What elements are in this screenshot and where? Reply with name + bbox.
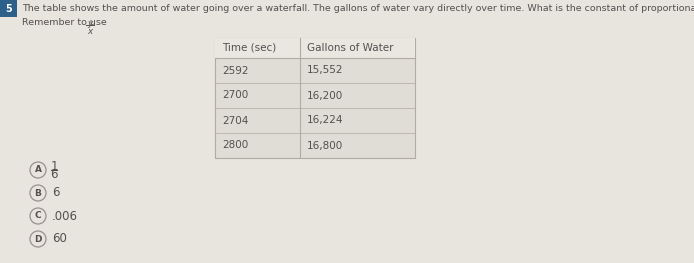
Text: 2592: 2592	[222, 65, 248, 75]
FancyBboxPatch shape	[215, 38, 415, 58]
Text: 2800: 2800	[222, 140, 248, 150]
Text: D: D	[34, 235, 42, 244]
Text: 16,224: 16,224	[307, 115, 344, 125]
Text: A: A	[35, 165, 42, 174]
Text: .006: .006	[52, 210, 78, 222]
Text: 15,552: 15,552	[307, 65, 344, 75]
Text: 1: 1	[50, 159, 58, 173]
Text: 6: 6	[50, 169, 58, 181]
Text: 5: 5	[5, 3, 12, 13]
Text: Gallons of Water: Gallons of Water	[307, 43, 393, 53]
Text: 60: 60	[52, 232, 67, 245]
Text: 2704: 2704	[222, 115, 248, 125]
Text: 16,800: 16,800	[307, 140, 344, 150]
Text: C: C	[35, 211, 42, 220]
FancyBboxPatch shape	[215, 38, 415, 158]
Text: Remember to use: Remember to use	[22, 18, 107, 27]
Text: x: x	[87, 27, 92, 36]
Text: 16,200: 16,200	[307, 90, 344, 100]
Text: B: B	[35, 189, 42, 198]
Text: 6: 6	[52, 186, 60, 200]
Text: 2700: 2700	[222, 90, 248, 100]
Text: Time (sec): Time (sec)	[222, 43, 276, 53]
FancyBboxPatch shape	[0, 0, 17, 17]
Text: The table shows the amount of water going over a waterfall. The gallons of water: The table shows the amount of water goin…	[22, 4, 694, 13]
Text: y: y	[87, 18, 92, 28]
